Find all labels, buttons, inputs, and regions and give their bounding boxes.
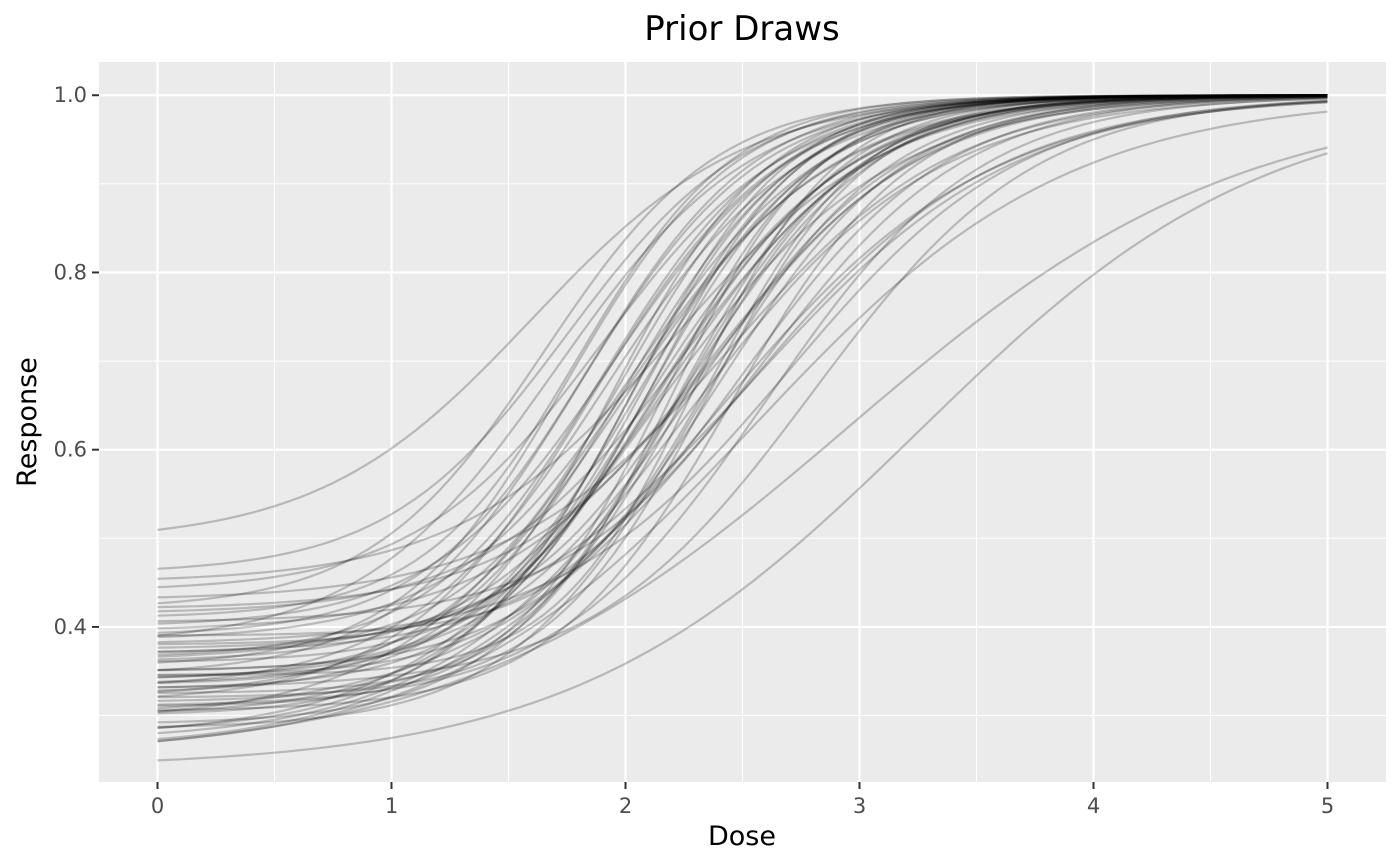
x-tick-label: 1: [385, 794, 398, 818]
major-gridlines: [99, 62, 1386, 782]
series-line-draw-50: [157, 96, 1328, 599]
series-line-draw-40: [157, 94, 1328, 637]
series-line-draw-25: [157, 94, 1328, 683]
x-axis-title: Dose: [708, 821, 776, 852]
x-tick-label: 2: [619, 794, 632, 818]
series-line-draw-55: [157, 99, 1328, 689]
series-line-draw-48: [157, 94, 1328, 613]
series-line-draw-43: [157, 94, 1328, 634]
series-line-draw-15: [157, 97, 1328, 706]
series-line-draw-51: [157, 94, 1328, 589]
series-line-draw-57: [157, 100, 1328, 658]
series-line-draw-14: [157, 94, 1328, 712]
series-line-draw-29: [157, 94, 1328, 676]
minor-gridlines: [99, 62, 1386, 782]
series-line-draw-58: [157, 95, 1328, 609]
y-tick-label: 0.4: [54, 615, 87, 639]
series-line-draw-56: [157, 100, 1328, 710]
series-line-draw-21: [157, 94, 1328, 692]
series-line-draw-49: [157, 94, 1328, 605]
series-line-draw-46: [157, 96, 1328, 623]
series-line-draw-24: [157, 94, 1328, 689]
series-line-draw-10: [157, 94, 1328, 724]
series-line-draw-31: [157, 94, 1328, 672]
series-line-draw-30: [157, 94, 1328, 672]
series-line-draw-13: [157, 94, 1328, 715]
series-line-draw-36: [157, 94, 1328, 656]
y-tick-label: 1.0: [54, 83, 87, 107]
series-line-draw-45: [157, 94, 1328, 625]
series-line-draw-22: [157, 94, 1328, 694]
series-line-draw-1: [157, 94, 1328, 531]
series-line-draw-12: [157, 94, 1328, 713]
y-tick-label: 0.6: [54, 438, 87, 462]
series-line-draw-53: [157, 94, 1328, 570]
series-line-draw-54: [157, 99, 1328, 644]
series-line-draw-9: [157, 94, 1328, 728]
series-line-draw-6: [157, 97, 1328, 735]
series-line-draw-3: [157, 146, 1328, 743]
y-axis-title: Response: [12, 357, 43, 487]
series-line-draw-5: [157, 101, 1328, 741]
x-tick-label: 5: [1321, 794, 1334, 818]
x-axis-ticks: 0 1 2 3 4 5: [151, 782, 1334, 818]
y-tick-label: 0.8: [54, 260, 87, 284]
series-line-draw-59: [157, 94, 1328, 677]
chart-title: Prior Draws: [644, 9, 839, 49]
series-line-draw-7: [157, 96, 1328, 730]
series-line-draw-60: [157, 94, 1328, 637]
series-line-draw-47: [157, 94, 1328, 617]
series-line-draw-16: [157, 94, 1328, 707]
series-line-draw-19: [157, 94, 1328, 693]
series-line-draw-27: [157, 94, 1328, 679]
series-line-draw-2: [157, 152, 1328, 762]
series-line-draw-18: [157, 94, 1328, 702]
series-line-draw-26: [157, 94, 1328, 684]
series-line-draw-37: [157, 95, 1328, 653]
draw-lines: [157, 94, 1328, 762]
series-line-draw-8: [157, 94, 1328, 729]
x-tick-label: 3: [853, 794, 866, 818]
series-line-draw-52: [157, 95, 1328, 580]
series-line-draw-23: [157, 94, 1328, 684]
series-line-draw-20: [157, 94, 1328, 699]
y-axis-ticks: 0.4 0.6 0.8 1.0: [54, 83, 99, 639]
series-line-draw-41: [157, 94, 1328, 646]
series-line-draw-4: [157, 110, 1328, 743]
series-line-draw-32: [157, 95, 1328, 671]
series-line-draw-35: [157, 94, 1328, 663]
series-line-draw-33: [157, 94, 1328, 664]
series-line-draw-38: [157, 94, 1328, 653]
series-line-draw-42: [157, 94, 1328, 639]
series-line-draw-39: [157, 94, 1328, 649]
series-line-draw-34: [157, 94, 1328, 661]
x-tick-label: 0: [151, 794, 164, 818]
x-tick-label: 4: [1087, 794, 1100, 818]
series-line-draw-17: [157, 94, 1328, 698]
series-line-draw-11: [157, 94, 1328, 713]
series-line-draw-28: [157, 95, 1328, 679]
series-line-draw-44: [157, 95, 1328, 630]
